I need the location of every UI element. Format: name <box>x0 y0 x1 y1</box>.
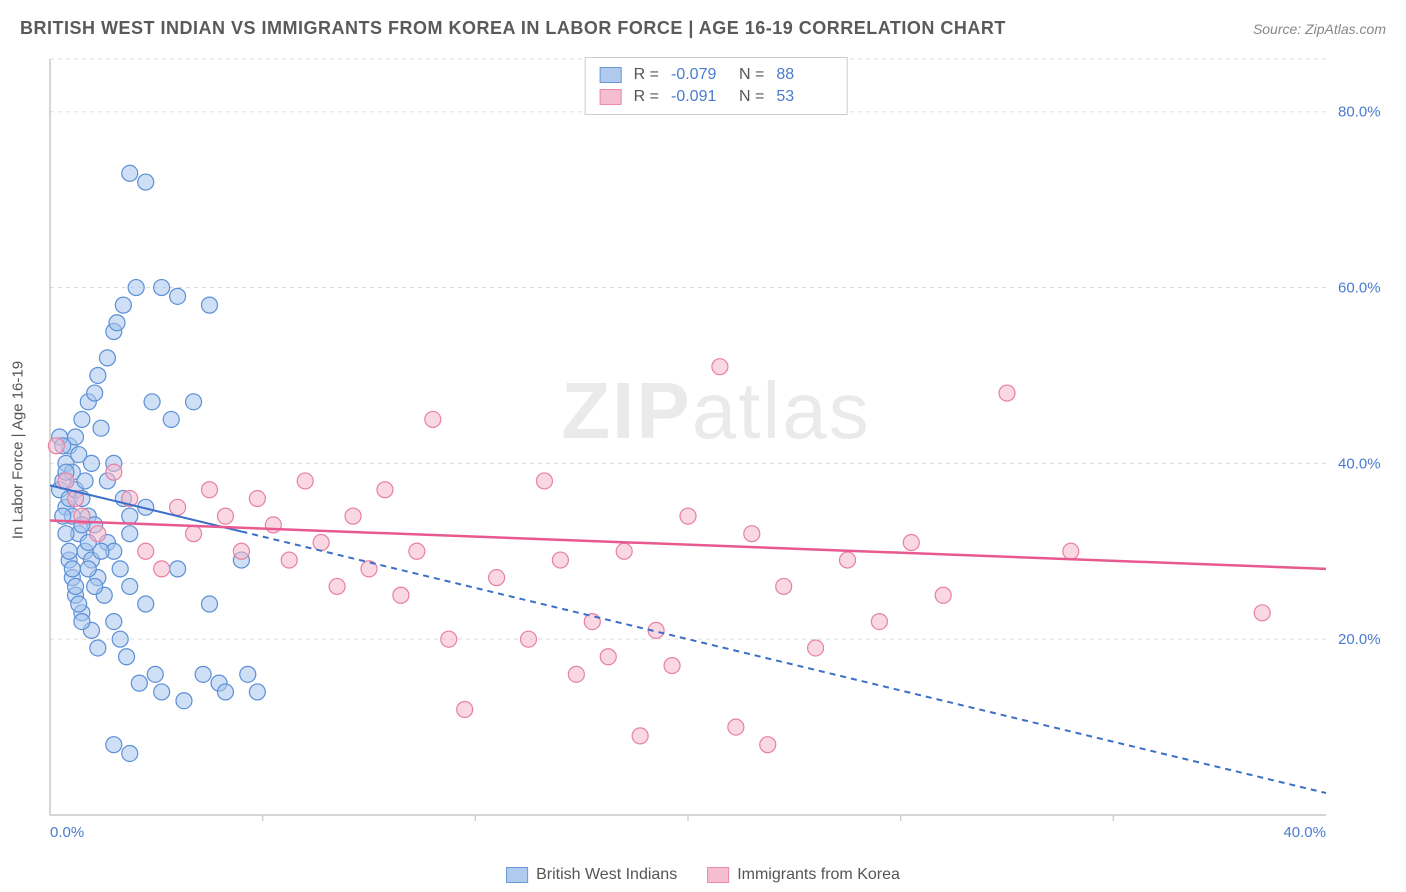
source-attribution: Source: ZipAtlas.com <box>1253 21 1386 37</box>
chart-header: BRITISH WEST INDIAN VS IMMIGRANTS FROM K… <box>20 18 1386 39</box>
svg-text:40.0%: 40.0% <box>1338 455 1381 472</box>
r-value-1: -0.079 <box>671 66 727 84</box>
r-label: R = <box>634 88 659 106</box>
stats-row-series-2: R = -0.091 N = 53 <box>600 86 833 108</box>
legend-label-2: Immigrants from Korea <box>737 866 900 884</box>
r-value-2: -0.091 <box>671 88 727 106</box>
legend-swatch-2 <box>707 867 729 883</box>
correlation-stats-box: R = -0.079 N = 88 R = -0.091 N = 53 <box>585 57 848 115</box>
legend-label-1: British West Indians <box>536 866 677 884</box>
svg-text:0.0%: 0.0% <box>50 824 84 841</box>
svg-text:60.0%: 60.0% <box>1338 280 1381 297</box>
n-label: N = <box>739 88 764 106</box>
legend-swatch-1 <box>506 867 528 883</box>
chart-title: BRITISH WEST INDIAN VS IMMIGRANTS FROM K… <box>20 18 1006 39</box>
scatter-plot: 20.0% 40.0% 60.0% 80.0% 0.0% 40.0% <box>46 55 1386 845</box>
r-label: R = <box>634 66 659 84</box>
stats-row-series-1: R = -0.079 N = 88 <box>600 64 833 86</box>
n-value-1: 88 <box>776 66 832 84</box>
svg-text:40.0%: 40.0% <box>1283 824 1326 841</box>
svg-text:80.0%: 80.0% <box>1338 104 1381 121</box>
swatch-series-1 <box>600 67 622 83</box>
svg-text:20.0%: 20.0% <box>1338 631 1381 648</box>
n-label: N = <box>739 66 764 84</box>
legend-item-1: British West Indians <box>506 866 677 884</box>
chart-area: 20.0%40.0%60.0%80.0%0.0%40.0% In Labor F… <box>46 55 1386 845</box>
legend-item-2: Immigrants from Korea <box>707 866 900 884</box>
y-axis-label: In Labor Force | Age 16-19 <box>10 361 27 539</box>
swatch-series-2 <box>600 89 622 105</box>
n-value-2: 53 <box>776 88 832 106</box>
legend: British West Indians Immigrants from Kor… <box>506 866 900 884</box>
